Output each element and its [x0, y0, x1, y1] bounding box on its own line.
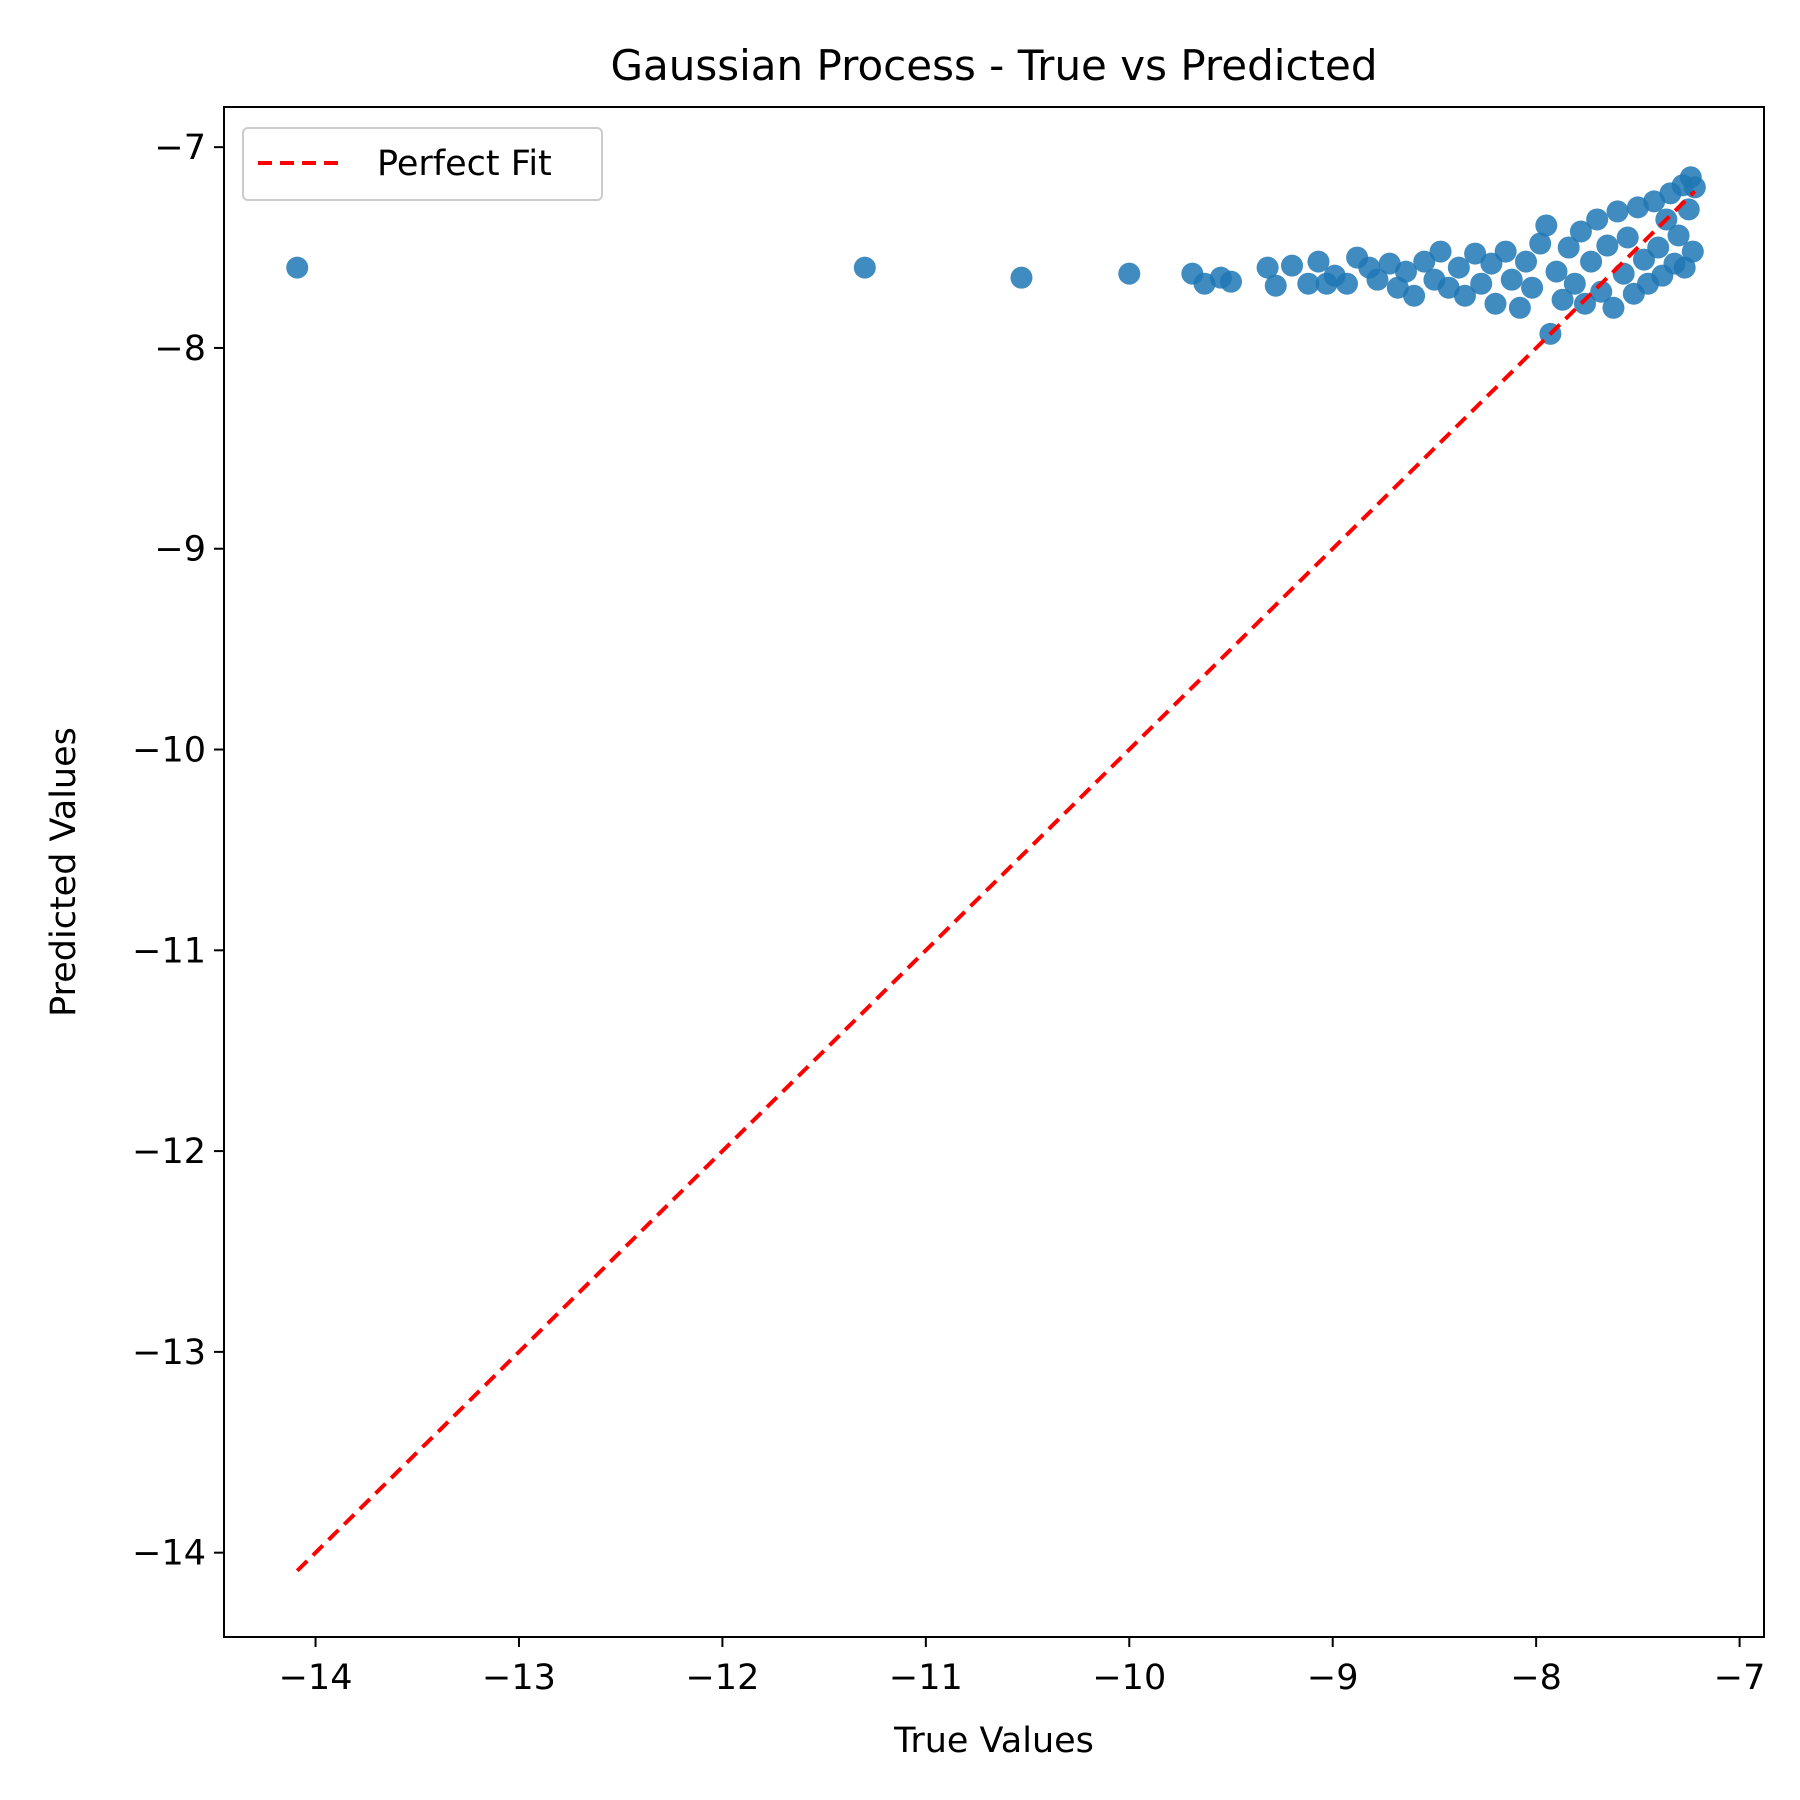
scatter-point: [1681, 240, 1704, 263]
scatter-points: [286, 166, 1706, 345]
scatter-point: [1297, 272, 1320, 295]
scatter-point: [1667, 224, 1690, 247]
scatter-point: [1010, 266, 1033, 289]
y-tick-label: −8: [154, 329, 206, 369]
x-tick-label: −8: [1510, 1658, 1562, 1698]
x-tick-label: −11: [889, 1658, 963, 1698]
scatter-point: [853, 256, 876, 279]
scatter-point: [1616, 226, 1639, 249]
scatter-point: [1508, 296, 1531, 319]
scatter-point: [1500, 268, 1523, 291]
scatter-point: [1403, 284, 1426, 307]
chart-title: Gaussian Process - True vs Predicted: [610, 41, 1377, 90]
x-tick-label: −14: [279, 1658, 353, 1698]
scatter-point: [1464, 242, 1487, 265]
perfect-fit-line: [295, 189, 1697, 1573]
scatter-point: [1551, 288, 1574, 311]
scatter-point: [1683, 176, 1706, 199]
scatter-point: [1557, 236, 1580, 259]
plot-frame: [223, 106, 1765, 1638]
y-tick-label: −11: [132, 931, 206, 971]
y-tick-label: −7: [154, 128, 206, 168]
scatter-point: [1494, 240, 1517, 263]
scatter-point: [1545, 260, 1568, 283]
x-tick-label: −13: [482, 1658, 556, 1698]
scatter-point: [1612, 262, 1635, 285]
legend-label: Perfect Fit: [377, 144, 552, 184]
y-tick-label: −14: [132, 1534, 206, 1574]
scatter-point: [1602, 296, 1625, 319]
x-axis-label: True Values: [893, 1721, 1094, 1761]
y-axis: −7 −8 −9 −10 −11 −12 −13 −14: [132, 128, 224, 1574]
scatter-point: [1413, 250, 1436, 273]
y-tick-label: −12: [132, 1132, 206, 1172]
scatter-point: [1366, 268, 1389, 291]
scatter-point: [1573, 292, 1596, 315]
scatter-point: [1484, 292, 1507, 315]
scatter-point: [1647, 236, 1670, 259]
scatter-point: [1569, 220, 1592, 243]
x-tick-label: −7: [1714, 1658, 1766, 1698]
scatter-point: [1529, 232, 1552, 255]
scatter-point: [1378, 252, 1401, 275]
scatter-point: [1590, 280, 1613, 303]
scatter-point: [1586, 208, 1609, 231]
legend-box: [242, 127, 603, 201]
y-tick-label: −9: [154, 530, 206, 570]
scatter-point: [1118, 262, 1141, 285]
scatter-point: [1521, 276, 1544, 299]
y-tick-label: −13: [132, 1333, 206, 1373]
scatter-point: [1429, 240, 1452, 263]
scatter-point: [1535, 214, 1558, 237]
scatter-point: [1394, 260, 1417, 283]
scatter-point: [1220, 270, 1243, 293]
scatter-point: [1677, 198, 1700, 221]
scatter-point: [1264, 274, 1287, 297]
scatter-point: [1470, 272, 1493, 295]
plot-area: [286, 166, 1706, 1573]
scatter-point: [1563, 272, 1586, 295]
scatter-point: [1643, 190, 1666, 213]
scatter-point: [1606, 200, 1629, 223]
x-tick-label: −10: [1092, 1658, 1166, 1698]
y-tick-label: −10: [132, 731, 206, 771]
scatter-point: [286, 256, 309, 279]
scatter-point: [1335, 272, 1358, 295]
scatter-point: [1437, 276, 1460, 299]
scatter-point: [1447, 256, 1470, 279]
legend: Perfect Fit: [242, 127, 603, 201]
scatter-point: [1307, 250, 1330, 273]
x-axis: −14 −13 −12 −11 −10 −9 −8 −7: [279, 1637, 1766, 1698]
scatter-point: [1281, 254, 1304, 277]
scatter-point: [1514, 250, 1537, 273]
scatter-point: [1580, 250, 1603, 273]
y-axis-label: Predicted Values: [44, 727, 84, 1017]
scatter-point: [1256, 256, 1279, 279]
x-tick-label: −9: [1307, 1658, 1359, 1698]
x-tick-label: −12: [685, 1658, 759, 1698]
scatter-point: [1596, 234, 1619, 257]
scatter-point: [1453, 284, 1476, 307]
